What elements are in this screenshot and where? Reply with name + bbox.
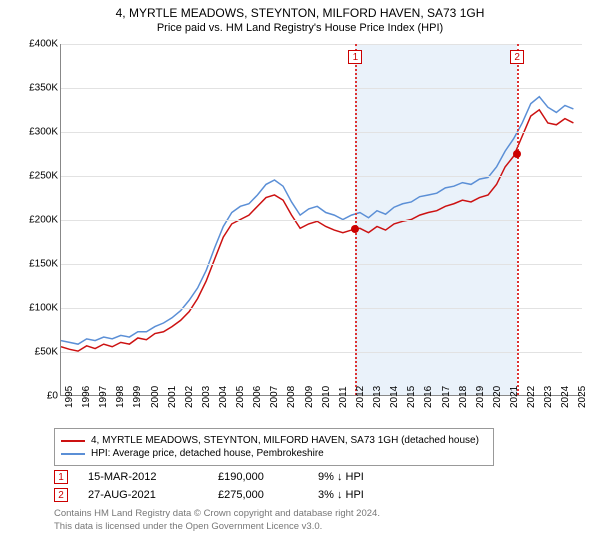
x-tick-label: 1998 — [115, 386, 126, 408]
gridline — [61, 88, 582, 89]
x-tick-label: 2006 — [252, 386, 263, 408]
sale-marker-2: 2 — [54, 488, 68, 502]
gridline — [61, 308, 582, 309]
sale-row: 1 15-MAR-2012 £190,000 9% ↓ HPI — [54, 470, 590, 484]
x-tick-label: 2024 — [560, 386, 571, 408]
x-tick-label: 2019 — [475, 386, 486, 408]
y-tick-label: £50K — [35, 347, 58, 358]
gridline — [61, 44, 582, 45]
legend-item-hpi: HPI: Average price, detached house, Pemb… — [61, 448, 487, 459]
x-tick-label: 2013 — [372, 386, 383, 408]
legend-label-subject: 4, MYRTLE MEADOWS, STEYNTON, MILFORD HAV… — [91, 435, 479, 446]
sale-price: £275,000 — [218, 489, 298, 501]
gridline — [61, 264, 582, 265]
sale-vline-2 — [517, 44, 519, 395]
x-tick-label: 2010 — [321, 386, 332, 408]
x-tick-label: 1996 — [81, 386, 92, 408]
x-tick-label: 2020 — [492, 386, 503, 408]
legend-swatch-subject — [61, 440, 85, 442]
chart-title-1: 4, MYRTLE MEADOWS, STEYNTON, MILFORD HAV… — [0, 6, 600, 20]
x-tick-label: 1997 — [98, 386, 109, 408]
sale-delta: 3% ↓ HPI — [318, 489, 364, 501]
x-tick-label: 2009 — [304, 386, 315, 408]
attribution-line-2: This data is licensed under the Open Gov… — [54, 521, 590, 534]
gridline — [61, 132, 582, 133]
sale-row: 2 27-AUG-2021 £275,000 3% ↓ HPI — [54, 488, 590, 502]
sale-delta: 9% ↓ HPI — [318, 471, 364, 483]
legend: 4, MYRTLE MEADOWS, STEYNTON, MILFORD HAV… — [54, 428, 494, 466]
x-tick-label: 2005 — [235, 386, 246, 408]
series-subject — [61, 110, 573, 351]
sale-date: 27-AUG-2021 — [88, 489, 198, 501]
y-tick-label: £250K — [29, 171, 58, 182]
x-tick-label: 2012 — [355, 386, 366, 408]
gridline — [61, 176, 582, 177]
x-tick-label: 2022 — [526, 386, 537, 408]
y-tick-label: £400K — [29, 39, 58, 50]
y-tick-label: £100K — [29, 303, 58, 314]
x-tick-label: 2017 — [441, 386, 452, 408]
legend-label-hpi: HPI: Average price, detached house, Pemb… — [91, 448, 324, 459]
sale-dot-1 — [351, 225, 359, 233]
sale-dot-2 — [513, 150, 521, 158]
gridline — [61, 220, 582, 221]
x-tick-label: 2011 — [338, 386, 349, 408]
x-tick-label: 2016 — [423, 386, 434, 408]
sale-marker-1: 1 — [54, 470, 68, 484]
x-tick-label: 2001 — [167, 386, 178, 408]
x-tick-label: 2015 — [406, 386, 417, 408]
y-tick-label: £300K — [29, 127, 58, 138]
x-tick-label: 2018 — [458, 386, 469, 408]
attribution: Contains HM Land Registry data © Crown c… — [54, 508, 590, 534]
sale-marker-box-2: 2 — [510, 50, 524, 64]
x-tick-label: 1995 — [64, 386, 75, 408]
x-tick-label: 2025 — [577, 386, 588, 408]
x-tick-label: 1999 — [132, 386, 143, 408]
sale-marker-box-1: 1 — [348, 50, 362, 64]
y-tick-label: £200K — [29, 215, 58, 226]
y-tick-label: £350K — [29, 83, 58, 94]
legend-item-subject: 4, MYRTLE MEADOWS, STEYNTON, MILFORD HAV… — [61, 435, 487, 446]
x-tick-label: 2008 — [286, 386, 297, 408]
x-tick-label: 2023 — [543, 386, 554, 408]
sale-vline-1 — [355, 44, 357, 395]
plot-region: 12 — [60, 44, 582, 396]
sale-price: £190,000 — [218, 471, 298, 483]
y-tick-label: £0 — [47, 391, 58, 402]
legend-swatch-hpi — [61, 453, 85, 455]
sales-table: 1 15-MAR-2012 £190,000 9% ↓ HPI 2 27-AUG… — [54, 470, 590, 502]
y-tick-label: £150K — [29, 259, 58, 270]
attribution-line-1: Contains HM Land Registry data © Crown c… — [54, 508, 590, 521]
x-tick-label: 2014 — [389, 386, 400, 408]
x-tick-label: 2002 — [184, 386, 195, 408]
gridline — [61, 352, 582, 353]
chart-title-2: Price paid vs. HM Land Registry's House … — [0, 22, 600, 34]
x-tick-label: 2007 — [269, 386, 280, 408]
chart-area: 12 £0£50K£100K£150K£200K£250K£300K£350K£… — [10, 36, 590, 426]
x-tick-label: 2004 — [218, 386, 229, 408]
x-tick-label: 2021 — [509, 386, 520, 408]
sale-date: 15-MAR-2012 — [88, 471, 198, 483]
x-tick-label: 2000 — [150, 386, 161, 408]
x-tick-label: 2003 — [201, 386, 212, 408]
